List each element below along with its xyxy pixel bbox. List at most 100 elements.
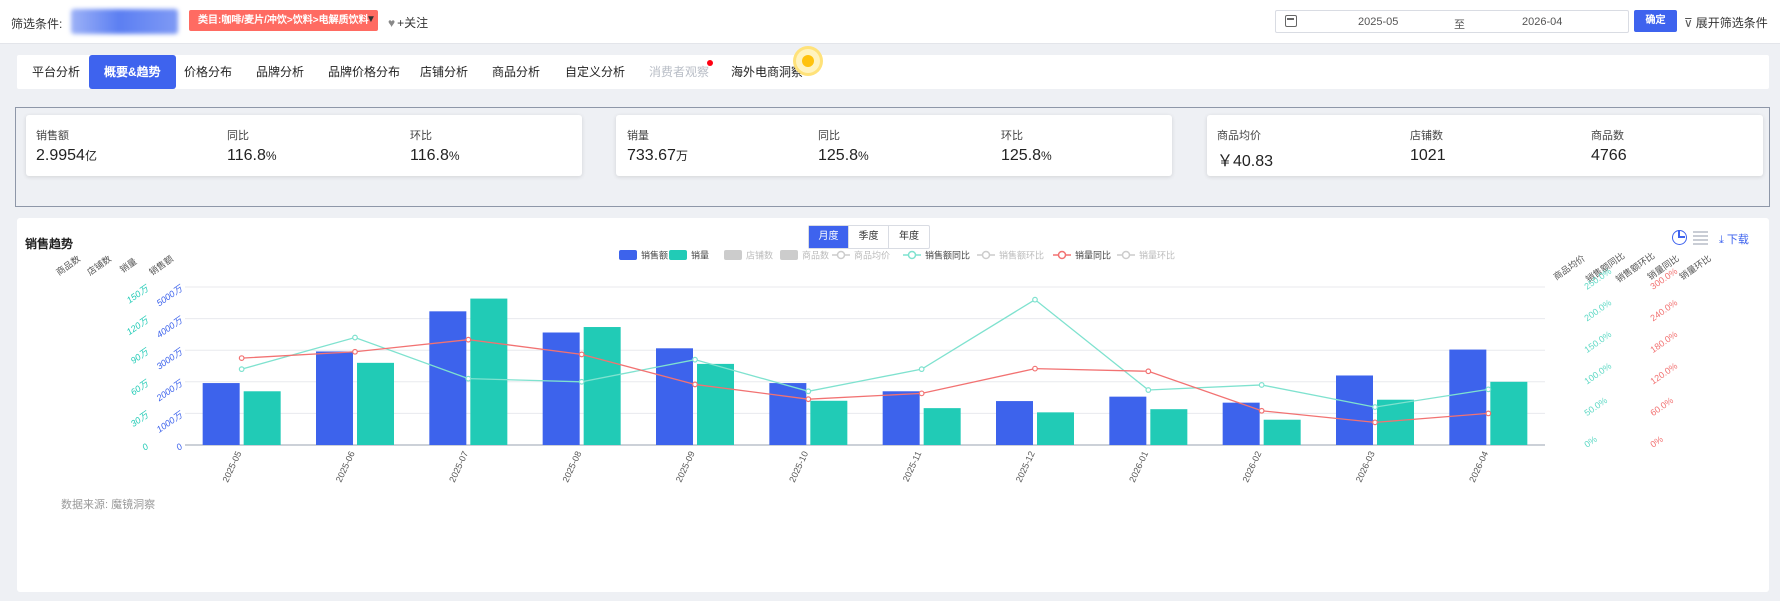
right-axis-title: 商品均价 xyxy=(1551,252,1587,282)
sales-yoy-point xyxy=(352,334,358,341)
new-dot-badge xyxy=(707,60,714,66)
x-axis-tick: 2026-04 xyxy=(1467,450,1490,484)
volume-bar xyxy=(1037,412,1074,445)
blurred-filter-chip[interactable] xyxy=(71,9,178,34)
tab-store[interactable]: 店铺分析 xyxy=(420,65,469,79)
filter-label: 筛选条件: xyxy=(11,17,63,31)
kpi-number: 733.67 xyxy=(627,147,676,164)
sales-bar xyxy=(996,401,1033,445)
kpi-number: 116.8 xyxy=(227,147,266,164)
confirm-button[interactable]: 确定 xyxy=(1634,10,1677,32)
kpi-item: 同比 125.8% xyxy=(818,127,869,165)
volume-yoy-point xyxy=(578,351,585,358)
sales-yoy-axis-tick: 100.0% xyxy=(1582,361,1613,387)
tab-product[interactable]: 商品分析 xyxy=(492,65,541,79)
volume-bar xyxy=(923,408,961,445)
tab-custom[interactable]: 自定义分析 xyxy=(565,65,626,79)
sales-yoy-line xyxy=(241,298,1489,408)
volume-axis-tick: 0 xyxy=(140,441,150,452)
sales-yoy-axis-tick: 0% xyxy=(1582,434,1598,450)
kpi-value: 733.67万 xyxy=(627,147,688,165)
volume-yoy-point xyxy=(1485,410,1492,417)
x-axis-tick: 2026-01 xyxy=(1127,450,1150,484)
volume-bar xyxy=(810,400,848,445)
tab-price-distribution[interactable]: 价格分布 xyxy=(184,65,233,79)
kpi-item: 环比 125.8% xyxy=(1001,127,1052,165)
kpi-label: 销售额 xyxy=(36,130,69,142)
legend-item: 销售额同比 xyxy=(925,250,970,261)
table-view-icon[interactable] xyxy=(1693,230,1708,245)
period-quarter-button[interactable]: 季度 xyxy=(849,226,889,248)
volume-yoy-axis-tick: 60.0% xyxy=(1648,395,1675,418)
filter-bar: 筛选条件: 类目:咖啡/麦片/冲饮>饮料>电解质饮料 ▼ ♥ +关注 2025-0… xyxy=(0,0,1780,44)
period-month-button[interactable]: 月度 xyxy=(809,226,849,248)
date-from[interactable]: 2025-05 xyxy=(1358,16,1399,28)
volume-axis-tick: 60万 xyxy=(129,377,152,397)
kpi-value: ￥40.83 xyxy=(1217,153,1274,170)
x-axis-tick: 2025-05 xyxy=(220,450,243,484)
x-axis-tick: 2025-12 xyxy=(1014,450,1037,484)
sales-axis-tick: 0 xyxy=(174,441,184,452)
kpi-value: 4766 xyxy=(1591,147,1627,164)
legend-item: 销量同比 xyxy=(1075,250,1111,261)
left-axis-title: 店铺数 xyxy=(85,253,113,278)
date-range-picker[interactable]: 2025-05 至 2026-04 xyxy=(1275,10,1629,33)
sales-yoy-point xyxy=(918,366,925,373)
sales-bar xyxy=(882,391,920,445)
sales-bar xyxy=(542,332,580,445)
expand-filter-button[interactable]: ⊽ 展开筛选条件 xyxy=(1684,14,1768,31)
kpi-item: 商品数 4766 xyxy=(1591,127,1627,165)
kpi-number: 125.8 xyxy=(818,147,859,164)
kpi-item: 商品均价 ￥40.83 xyxy=(1217,127,1273,171)
left-axis-title: 商品数 xyxy=(54,253,82,278)
sales-yoy-point xyxy=(238,366,245,373)
tab-overseas[interactable]: 海外电商洞察 xyxy=(731,65,804,79)
category-tag[interactable]: 类目:咖啡/麦片/冲饮>饮料>电解质饮料 xyxy=(189,10,378,31)
left-axis-title: 销售额 xyxy=(147,253,175,278)
sales-trend-chart: 销售额 销量 店铺数 商品数 商品均价 销售额同比 销售额环比 销量同比 销量环比商品数 店铺数销… xyxy=(54,250,1713,484)
sales-axis-tick: 1000万 xyxy=(155,409,186,435)
download-button[interactable]: ⤓ 下载 xyxy=(1719,231,1749,247)
volume-yoy-point xyxy=(465,336,472,343)
sales-bar xyxy=(316,351,353,445)
x-axis-tick: 2025-10 xyxy=(787,450,810,484)
legend-item: 销量 xyxy=(691,250,709,261)
pie-chart-icon[interactable] xyxy=(1672,230,1687,245)
period-year-button[interactable]: 年度 xyxy=(899,231,919,242)
tab-consumer[interactable]: 消费者观察 xyxy=(634,56,724,88)
kpi-value: 1021 xyxy=(1410,147,1446,164)
download-icon: ⤓ xyxy=(1719,234,1727,246)
sales-yoy-point xyxy=(578,378,585,385)
volume-bar xyxy=(243,391,281,445)
legend-swatch xyxy=(724,250,742,260)
kpi-label: 环比 xyxy=(410,130,432,142)
legend-marker xyxy=(981,250,991,260)
highlight-sun-icon[interactable] xyxy=(796,49,820,73)
period-toggle: 月度 季度 年度 xyxy=(808,225,930,249)
volume-yoy-point xyxy=(352,348,358,355)
tab-brand[interactable]: 品牌分析 xyxy=(256,65,305,79)
legend-item: 销量环比 xyxy=(1139,250,1175,261)
tab-brand-price[interactable]: 品牌价格分布 xyxy=(328,65,401,79)
tab-platform[interactable]: 平台分析 xyxy=(32,65,81,79)
volume-bar xyxy=(697,363,734,445)
download-label: 下载 xyxy=(1726,234,1749,246)
kpi-item: 环比 116.8% xyxy=(410,127,460,165)
volume-yoy-point xyxy=(1258,407,1265,414)
follow-button[interactable]: ♥ +关注 xyxy=(388,14,428,31)
legend-item: 店铺数 xyxy=(746,250,773,261)
legend-marker xyxy=(1121,250,1131,260)
kpi-number: 116.8 xyxy=(410,147,449,164)
sales-yoy-point xyxy=(692,356,698,363)
sales-axis-tick: 5000万 xyxy=(155,282,186,308)
kpi-card-price: 商品均价 ￥40.83 店铺数 1021 商品数 4766 xyxy=(1207,115,1763,176)
kpi-label: 店铺数 xyxy=(1410,130,1443,142)
legend-marker xyxy=(836,250,846,260)
kpi-unit: % xyxy=(265,149,277,163)
date-to[interactable]: 2026-04 xyxy=(1522,16,1563,28)
tab-overview-trend[interactable]: 概要&趋势 xyxy=(89,55,176,89)
date-separator: 至 xyxy=(1454,19,1465,31)
chevron-down-icon[interactable]: ▼ xyxy=(366,14,376,25)
kpi-unit: 亿 xyxy=(84,149,97,163)
sales-yoy-axis-tick: 150.0% xyxy=(1582,329,1613,355)
